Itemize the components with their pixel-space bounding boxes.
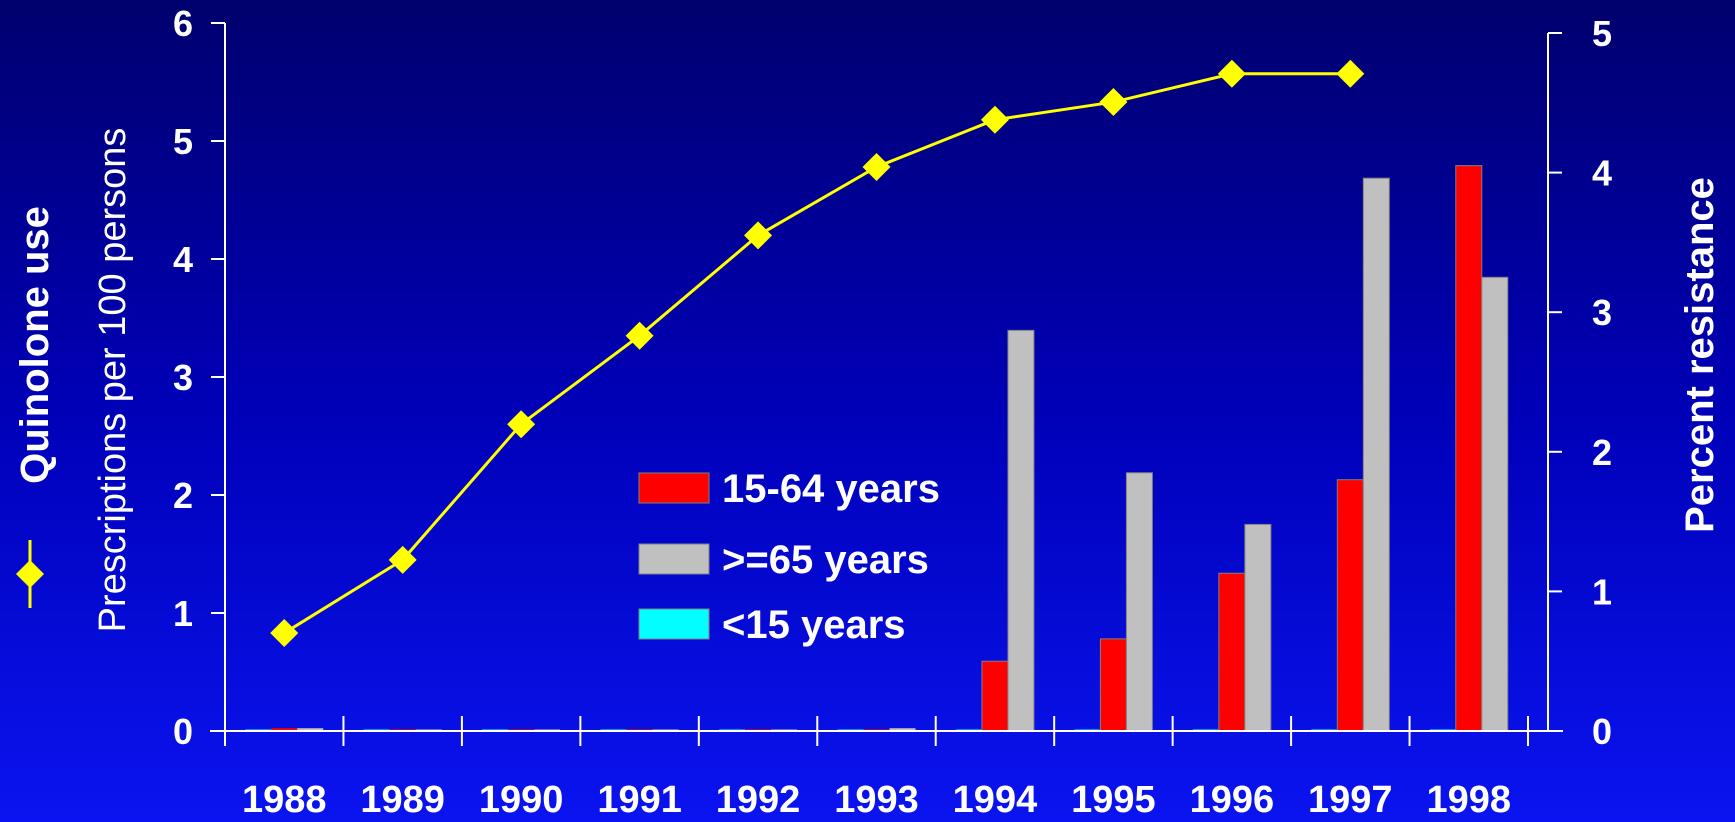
legend-label-1: >=65 years <box>722 538 929 582</box>
bar--65-years-1995 <box>1125 472 1153 732</box>
axes-layer: 0 1 2 3 4 5 6 0 1 2 3 4 5 1988 1989 1990 1991 1992 1993 199… <box>173 3 1612 821</box>
legend-swatch-1 <box>638 543 710 575</box>
right-tick-label-0: 0 <box>1592 711 1612 752</box>
bar-15-64-years-1995 <box>1099 638 1127 732</box>
quinolone-use-point-1990 <box>507 410 536 439</box>
right-axis-title: Percent resistance <box>1678 177 1722 533</box>
left-axis-subtitle: Prescriptions per 100 persons <box>92 128 134 633</box>
legend: 15-64 years >=65 years <15 years <box>638 467 940 647</box>
bar-15-64-years-1997 <box>1336 479 1364 732</box>
left-tick-label-2: 2 <box>173 475 193 516</box>
right-tick-label-1: 1 <box>1592 571 1612 612</box>
bar--65-years-1997 <box>1362 177 1390 732</box>
right-tick-label-4: 4 <box>1592 153 1612 194</box>
quinolone-use-point-1997 <box>1336 59 1365 88</box>
legend-label-2: <15 years <box>722 603 906 647</box>
right-tick-label-2: 2 <box>1592 432 1612 473</box>
legend-swatch-0 <box>638 472 710 504</box>
x-tick-label-1992: 1992 <box>716 779 801 821</box>
quinolone-use-point-1995 <box>1099 88 1128 117</box>
left-tick-label-0: 0 <box>173 711 193 752</box>
x-tick-label-1988: 1988 <box>242 779 327 821</box>
quinolone-use-point-1993 <box>862 152 891 181</box>
x-tick-label-1989: 1989 <box>360 779 445 821</box>
left-axis-title: Quinolone use <box>13 206 57 484</box>
bar-15-64-years-1988 <box>271 728 298 731</box>
bar--65-years-1993 <box>889 728 916 731</box>
left-tick-label-4: 4 <box>173 239 193 280</box>
bar--65-years-1996 <box>1244 523 1272 732</box>
left-tick-label-3: 3 <box>173 357 193 398</box>
quinolone-use-point-1991 <box>625 321 654 350</box>
x-tick-label-1995: 1995 <box>1071 779 1156 821</box>
left-tick-label-1: 1 <box>173 593 193 634</box>
x-tick-label-1996: 1996 <box>1190 779 1275 821</box>
bar-15-64-years-1998 <box>1455 165 1483 732</box>
quinolone-use-point-1992 <box>744 221 773 250</box>
right-tick-label-5: 5 <box>1592 13 1612 54</box>
left-tick-label-6: 6 <box>173 3 193 44</box>
x-tick-label-1990: 1990 <box>479 779 564 821</box>
line-layer <box>270 59 1365 648</box>
bar--65-years-1988 <box>297 728 324 731</box>
bar--65-years-1998 <box>1481 276 1509 732</box>
quinolone-use-point-1996 <box>1217 59 1246 88</box>
quinolone-use-line <box>283 72 1351 635</box>
bar-15-64-years-1994 <box>981 660 1009 732</box>
x-tick-label-1997: 1997 <box>1308 779 1393 821</box>
bar--65-years-1994 <box>1007 329 1035 732</box>
left-axis-title-marker <box>16 540 44 608</box>
legend-swatch-2 <box>638 608 710 640</box>
x-tick-label-1993: 1993 <box>834 779 919 821</box>
bar-15-64-years-1996 <box>1218 572 1246 732</box>
x-tick-label-1994: 1994 <box>953 779 1038 821</box>
right-tick-label-3: 3 <box>1592 292 1612 333</box>
left-tick-label-5: 5 <box>173 121 193 162</box>
x-tick-label-1991: 1991 <box>597 779 682 821</box>
legend-label-0: 15-64 years <box>722 467 940 511</box>
quinolone-use-point-1988 <box>270 619 299 648</box>
quinolone-use-point-1989 <box>388 545 417 574</box>
x-tick-label-1998: 1998 <box>1426 779 1511 821</box>
quinolone-use-point-1994 <box>980 105 1009 134</box>
